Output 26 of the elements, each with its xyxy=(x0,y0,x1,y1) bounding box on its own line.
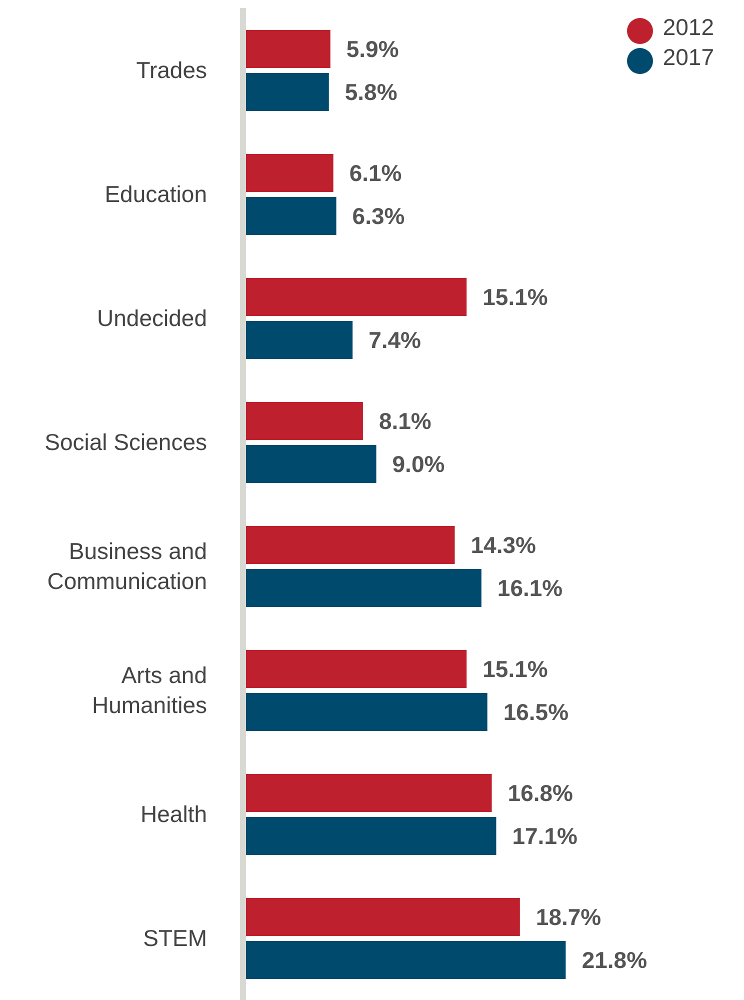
data-label: 7.4% xyxy=(368,327,422,353)
data-label: 15.1% xyxy=(482,656,548,682)
legend-label: 2017 xyxy=(662,44,714,70)
y-tick-label: Arts and Humanities xyxy=(92,662,207,718)
legend-label: 2012 xyxy=(662,14,714,40)
y-tick-label: Education xyxy=(104,181,207,207)
y-tick-label: STEM xyxy=(143,925,207,951)
data-label: 16.1% xyxy=(497,575,563,601)
data-label: 5.9% xyxy=(346,36,399,62)
data-label: 15.1% xyxy=(482,284,548,310)
y-tick-label: Social Sciences xyxy=(44,429,207,455)
data-label: 17.1% xyxy=(512,823,578,849)
y-tick-label: Undecided xyxy=(97,305,207,331)
data-label: 18.7% xyxy=(536,904,602,930)
data-label: 14.3% xyxy=(470,532,536,558)
data-label: 21.8% xyxy=(582,947,648,973)
data-label: 16.5% xyxy=(503,699,569,725)
data-label: 8.1% xyxy=(378,408,432,434)
y-tick-label: Health xyxy=(140,801,207,827)
data-label: 6.1% xyxy=(349,160,402,186)
data-label: 9.0% xyxy=(392,451,445,477)
data-label: 6.3% xyxy=(352,203,405,229)
y-tick-label: Business and Communication xyxy=(47,538,207,594)
data-label: 5.8% xyxy=(344,79,398,105)
y-tick-label: Trades xyxy=(136,57,207,83)
data-label: 16.8% xyxy=(508,780,574,806)
